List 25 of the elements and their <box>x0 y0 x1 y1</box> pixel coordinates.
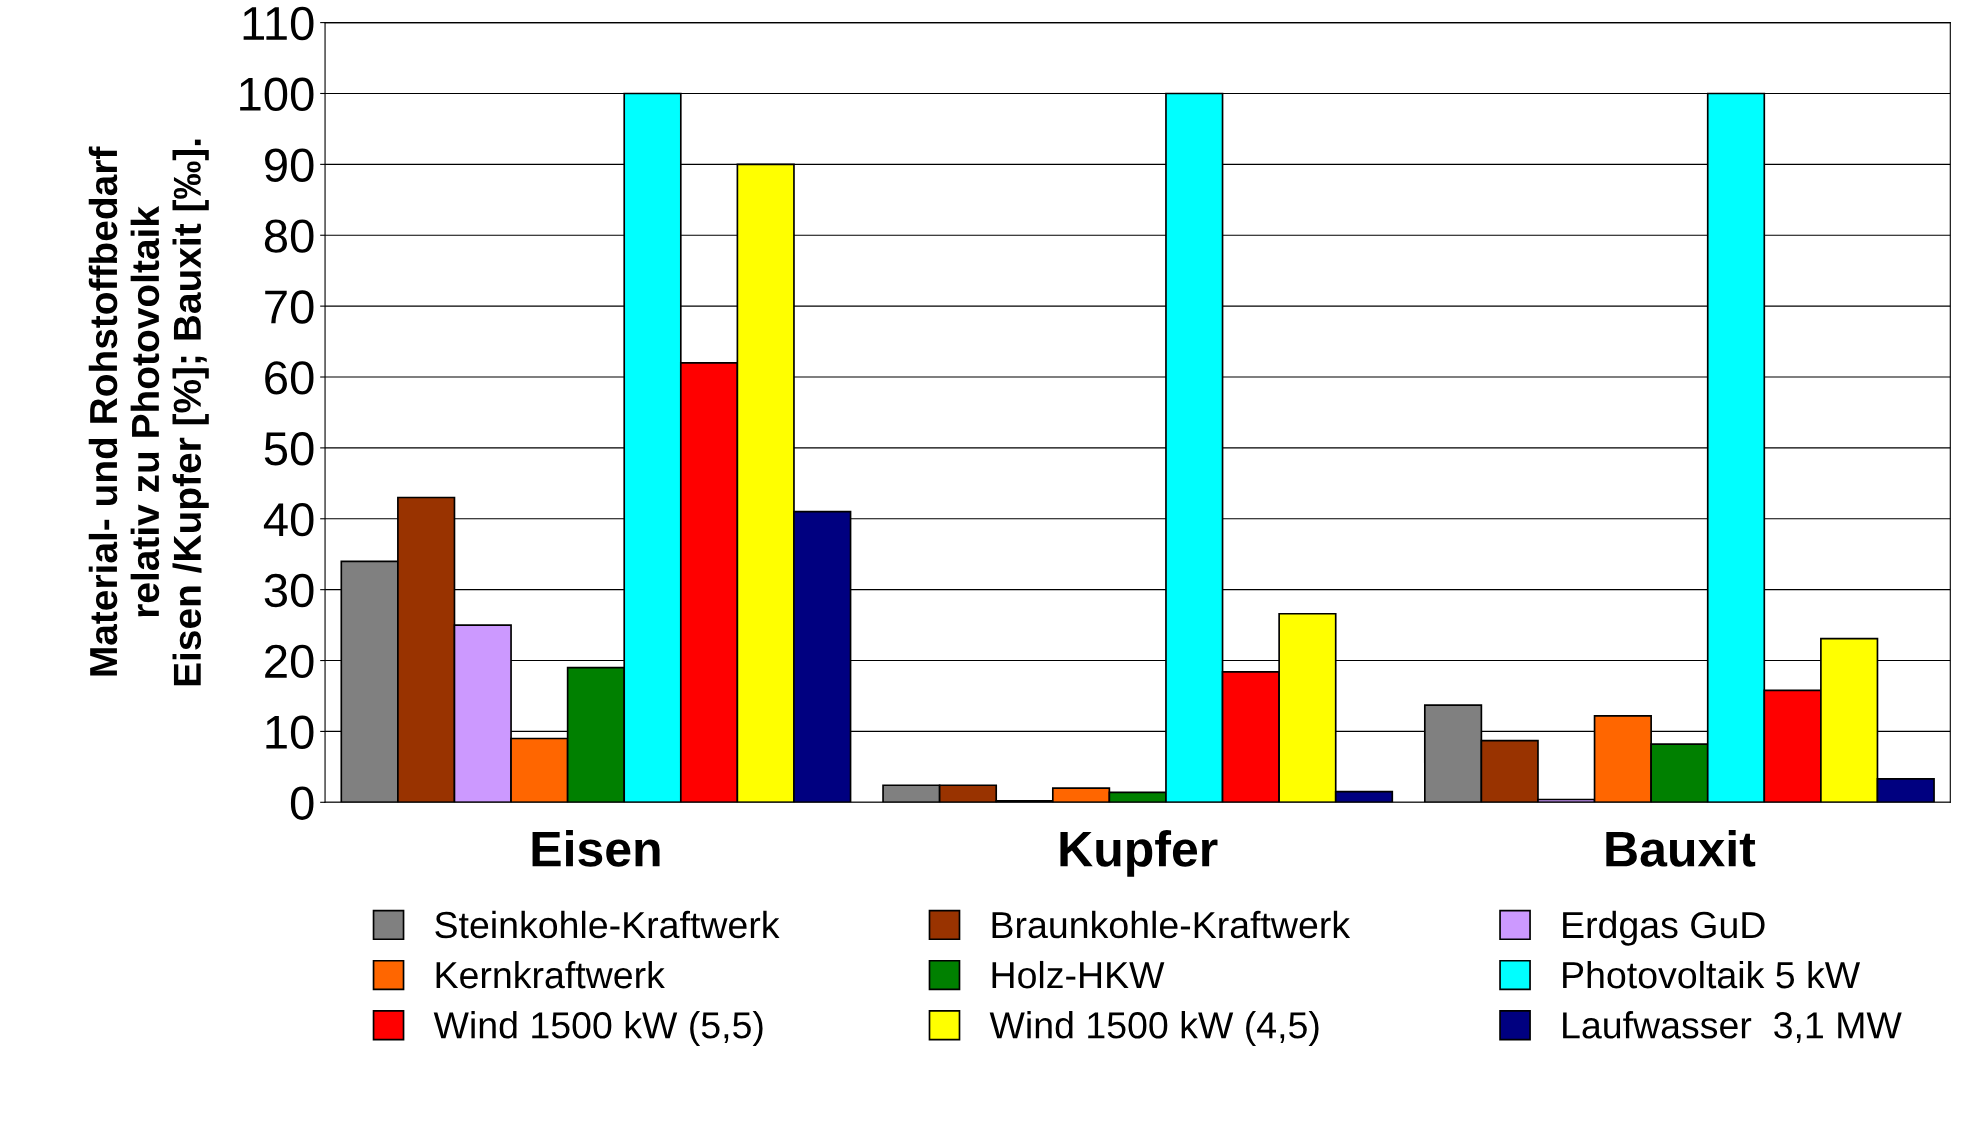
y-tick-label: 70 <box>265 290 314 324</box>
legend-label: Laufwasser 3,1 MW <box>1563 1011 1902 1044</box>
x-tick-label: Kupfer <box>1060 830 1218 877</box>
y-tick-label: 100 <box>240 77 314 112</box>
y-tick-label: 80 <box>264 219 314 253</box>
legend-label: Erdgas GuD <box>1563 910 1765 946</box>
legend-label: Photovoltaik 5 kW <box>1563 960 1861 989</box>
y-tick-label: 50 <box>264 432 314 466</box>
y-tick-label: 10 <box>266 715 314 749</box>
legend-label: Holz-HKW <box>992 960 1165 989</box>
y-axis-title: Material- und Rohstoffbedarf relativ zu Photovoltaik Eisen /Kupfer [%]; Bauxit [‰]. <box>88 139 209 686</box>
x-tick-label: Bauxit <box>1606 830 1756 867</box>
y-tick-label: 0 <box>290 786 314 820</box>
x-tick-label: Eisen <box>532 830 660 867</box>
y-tick-label: 30 <box>264 573 314 608</box>
y-tick-label: 60 <box>265 361 314 395</box>
legend-label: Braunkohle-Kraftwerk <box>992 910 1351 939</box>
y-tick-label: 110 <box>243 6 314 41</box>
y-tick-label: 90 <box>265 148 314 182</box>
legend-label: Wind 1500 kW (4,5) <box>989 1011 1319 1047</box>
legend-label: Steinkohle-Kraftwerk <box>435 910 780 939</box>
y-tick-label: 20 <box>265 644 314 679</box>
y-tick-label: 40 <box>263 502 314 537</box>
legend-label: Wind 1500 kW (5,5) <box>433 1011 763 1047</box>
legend-label: Kernkraftwerk <box>436 960 665 989</box>
